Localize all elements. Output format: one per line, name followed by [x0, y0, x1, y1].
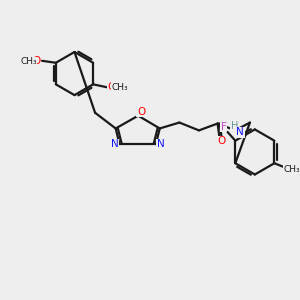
Text: F: F	[220, 122, 226, 132]
Text: CH₃: CH₃	[284, 165, 300, 174]
Text: CH₃: CH₃	[111, 83, 128, 92]
Text: N: N	[236, 128, 244, 137]
Text: O: O	[137, 107, 145, 117]
Text: O: O	[108, 82, 116, 92]
Text: O: O	[32, 56, 40, 66]
Text: N: N	[157, 139, 165, 149]
Text: H: H	[231, 122, 238, 131]
Text: N: N	[111, 139, 119, 149]
Text: CH₃: CH₃	[20, 57, 37, 66]
Text: O: O	[218, 136, 226, 146]
